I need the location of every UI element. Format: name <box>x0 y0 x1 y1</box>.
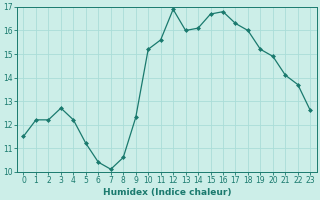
X-axis label: Humidex (Indice chaleur): Humidex (Indice chaleur) <box>103 188 231 197</box>
